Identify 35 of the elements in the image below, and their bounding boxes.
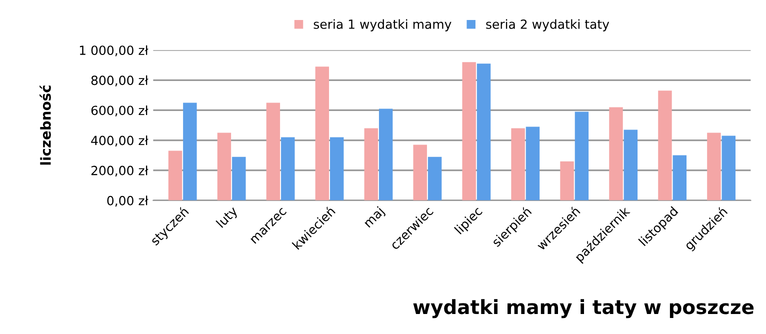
bar bbox=[217, 132, 232, 200]
bar bbox=[624, 130, 638, 200]
y-tick-label: 400,00 zł bbox=[91, 136, 148, 146]
bar bbox=[183, 102, 197, 200]
bar bbox=[511, 128, 525, 200]
bar bbox=[722, 136, 736, 200]
legend-label: seria 2 wydatki taty bbox=[486, 19, 610, 32]
bar bbox=[232, 156, 246, 200]
bar bbox=[526, 126, 540, 200]
bar bbox=[428, 156, 442, 200]
bar bbox=[672, 155, 687, 200]
bar bbox=[330, 137, 344, 200]
bar bbox=[364, 128, 378, 200]
bar bbox=[658, 90, 672, 200]
y-tick-label: 800,00 zł bbox=[91, 75, 148, 86]
bar bbox=[266, 102, 280, 200]
y-axis-title: liczebność bbox=[40, 85, 51, 165]
bar bbox=[281, 137, 295, 200]
y-tick-label: 200,00 zł bbox=[91, 166, 148, 177]
x-tick-label: luty bbox=[216, 206, 240, 230]
bar bbox=[707, 132, 721, 200]
bar bbox=[413, 144, 427, 200]
bar bbox=[609, 107, 623, 200]
y-tick-label: 600,00 zł bbox=[91, 105, 148, 116]
bar bbox=[574, 112, 589, 200]
text: wydatki mamy i taty w poszcze bbox=[413, 299, 754, 318]
y-tick-label: 1 000,00 zł bbox=[80, 45, 148, 56]
bar bbox=[378, 108, 393, 200]
bar bbox=[315, 66, 330, 200]
bar bbox=[560, 161, 574, 200]
bar bbox=[476, 64, 491, 200]
legend-label: seria 1 wydatki mamy bbox=[314, 19, 452, 32]
y-tick-label: 0,00 zł bbox=[107, 196, 148, 207]
bar bbox=[168, 150, 182, 200]
bar bbox=[462, 62, 476, 200]
